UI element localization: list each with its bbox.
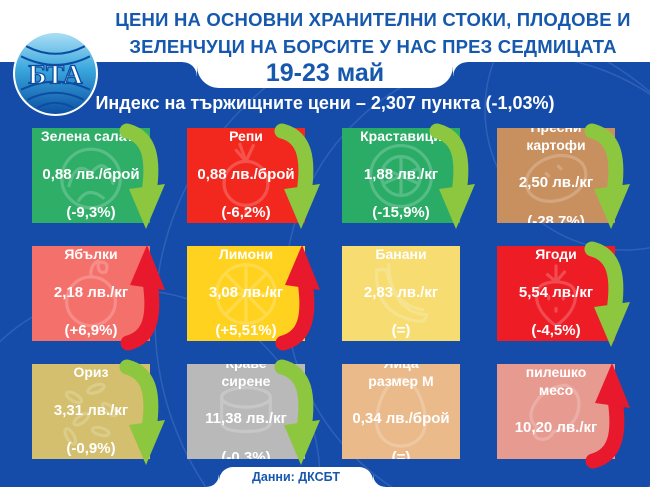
item-change: (-9,3%) bbox=[66, 204, 116, 222]
trend-down-arrow bbox=[119, 123, 165, 229]
item-change: (-4,5%) bbox=[531, 322, 581, 340]
cheese-icon bbox=[220, 385, 272, 433]
item-price: 2,83 лв./кг bbox=[363, 283, 439, 301]
market-index-line: Индекс на тържищните цени – 2,307 пункта… bbox=[95, 93, 555, 113]
cucumber-icon bbox=[368, 143, 434, 208]
item-price: 2,50 лв./кг bbox=[518, 174, 594, 192]
banana-icon bbox=[375, 262, 429, 323]
item-name: Пресни картофи bbox=[526, 128, 586, 153]
item-name: Краставици bbox=[360, 128, 442, 144]
item-price: 0,88 лв./брой bbox=[197, 165, 295, 183]
trend-down-arrow bbox=[429, 123, 475, 229]
trend-up-arrow bbox=[275, 245, 320, 351]
bta-logo-text: БТА bbox=[28, 60, 83, 90]
price-card-strawberries: Ягоди 5,54 лв./кг (-4,5%) bbox=[497, 241, 630, 347]
item-change: (+5,51%) bbox=[215, 322, 277, 340]
item-change: (-0,9%) bbox=[66, 440, 116, 458]
item-name: Банани bbox=[375, 246, 427, 262]
item-name: Ябълки bbox=[64, 246, 118, 262]
price-card-frozen-chicken: Замразено пилешко месо 10,20 лв./кг (+52… bbox=[497, 363, 630, 469]
item-name: Краве сирене bbox=[221, 364, 271, 389]
price-card-cow-cheese: Краве сирене 11,38 лв./кг (-0,3%) bbox=[187, 359, 320, 465]
item-price: 11,38 лв./кг bbox=[205, 410, 287, 428]
date-range-tab: 19-23 май bbox=[183, 59, 467, 88]
chicken-icon bbox=[529, 383, 581, 441]
trend-down-arrow bbox=[584, 241, 630, 347]
strawberry-icon bbox=[534, 263, 578, 327]
price-card-apples: Ябълки 2,18 лв./кг (+6,9%) bbox=[32, 245, 165, 351]
trend-down-arrow bbox=[274, 123, 320, 229]
item-price: 0,34 лв./брой bbox=[352, 410, 450, 428]
apple-icon bbox=[65, 259, 117, 327]
item-change: (=) bbox=[391, 449, 411, 459]
data-source: Данни: ДКСБТ bbox=[252, 470, 340, 484]
date-range: 19-23 май bbox=[265, 59, 385, 87]
item-name: Ягоди bbox=[535, 246, 577, 262]
header-band bbox=[0, 0, 650, 62]
price-card-rice: Ориз 3,31 лв./кг (-0,9%) bbox=[32, 359, 165, 465]
item-price: 3,31 лв./кг bbox=[53, 401, 129, 419]
bta-logo: БТА bbox=[13, 31, 98, 116]
item-name: Яйца размер М bbox=[368, 364, 434, 389]
item-name: Лимони bbox=[218, 246, 274, 262]
lettuce-icon bbox=[60, 147, 122, 209]
price-cards-grid: Зелена салата 0,88 лв./брой (-9,3%) Репи bbox=[32, 123, 630, 469]
item-change: (=) bbox=[391, 322, 411, 340]
item-change: (-6,2%) bbox=[221, 204, 271, 222]
trend-down-arrow bbox=[274, 359, 320, 465]
item-price: 3,08 лв./кг bbox=[208, 283, 284, 301]
radish-icon bbox=[222, 142, 270, 215]
item-name: Репи bbox=[229, 128, 263, 144]
price-card-cucumbers: Краставици 1,88 лв./кг (-15,9%) bbox=[342, 123, 475, 229]
page-title-line2: ЗЕЛЕНЧУЦИ НА БОРСИТЕ У НАС ПРЕЗ СЕДМИЦАТ… bbox=[129, 36, 617, 57]
item-price: 1,88 лв./кг bbox=[363, 165, 439, 183]
item-change: (-15,9%) bbox=[372, 204, 430, 222]
rice-icon bbox=[63, 382, 118, 446]
egg-icon bbox=[375, 377, 427, 448]
data-source-tab: Данни: ДКСБТ bbox=[207, 467, 385, 487]
potato-icon bbox=[524, 153, 588, 203]
lemon-icon bbox=[215, 262, 277, 325]
item-price: 2,18 лв./кг bbox=[53, 283, 129, 301]
trend-up-arrow bbox=[585, 363, 630, 469]
item-price: 10,20 лв./кг bbox=[514, 419, 598, 436]
trend-up-arrow bbox=[120, 245, 165, 351]
item-price: 5,54 лв./кг bbox=[518, 283, 594, 301]
page-title-line1: ЦЕНИ НА ОСНОВНИ ХРАНИТЕЛНИ СТОКИ, ПЛОДОВ… bbox=[115, 9, 631, 30]
price-card-green-salad: Зелена салата 0,88 лв./брой (-9,3%) bbox=[32, 123, 165, 229]
price-card-eggs: Яйца размер М 0,34 лв./брой (=) bbox=[342, 364, 460, 459]
trend-down-arrow bbox=[119, 359, 165, 465]
item-name: Замразено пилешко месо bbox=[525, 364, 587, 398]
page-title: ЦЕНИ НА ОСНОВНИ ХРАНИТЕЛНИ СТОКИ, ПЛОДОВ… bbox=[104, 6, 642, 60]
item-price: 0,88 лв./брой bbox=[42, 165, 140, 183]
price-card-turnips: Репи 0,88 лв./брой (-6,2%) bbox=[187, 123, 320, 229]
price-card-bananas: Банани 2,83 лв./кг (=) bbox=[342, 246, 460, 341]
item-change: (-0,3%) bbox=[221, 449, 271, 459]
trend-down-arrow bbox=[584, 123, 630, 229]
item-change: (-28,7%) bbox=[527, 213, 585, 223]
item-name: Ориз bbox=[73, 364, 109, 380]
price-card-lemons: Лимони 3,08 лв./кг (+5,51%) bbox=[187, 245, 320, 351]
item-change: (+6,9%) bbox=[64, 322, 118, 340]
item-change: (+52,2%) bbox=[515, 458, 598, 459]
price-card-fresh-potatoes: Пресни картофи 2,50 лв./кг (-28,7%) bbox=[497, 123, 630, 229]
